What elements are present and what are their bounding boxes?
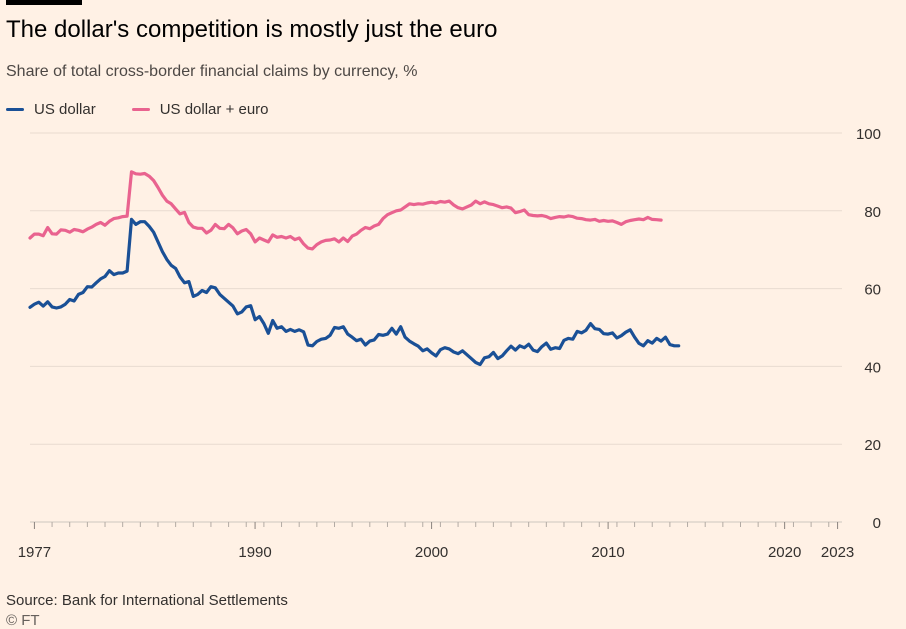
y-tick-label-80: 80 [864, 204, 881, 221]
legend-swatch-us-dollar [6, 108, 24, 111]
y-tick-label-100: 100 [856, 126, 881, 143]
legend-label-us-dollar-euro: US dollar + euro [159, 101, 269, 118]
line-chart: 0 20 40 60 80 100 1977 1990 2000 2010 2020 2023 [18, 126, 881, 561]
legend-item-us-dollar-euro: US dollar + euro [131, 101, 269, 118]
legend-label-us-dollar: US dollar [34, 101, 96, 118]
ft-accent-bar [6, 0, 82, 5]
legend-item-us-dollar: US dollar [6, 101, 96, 118]
y-tick-label-40: 40 [864, 359, 881, 376]
y-tick-label-60: 60 [864, 282, 881, 299]
x-tick-label-2010: 2010 [591, 544, 624, 561]
series-line-us-dollar [28, 217, 681, 367]
ft-credit: © FT [6, 612, 40, 629]
x-tick-label-1990: 1990 [238, 544, 271, 561]
legend: US dollar US dollar + euro [6, 101, 269, 118]
source-note: Source: Bank for International Settlemen… [6, 592, 288, 609]
x-tick-label-1977: 1977 [18, 544, 51, 561]
x-tick-label-2000: 2000 [415, 544, 448, 561]
legend-swatch-us-dollar-euro [131, 108, 150, 111]
x-tick-label-2023: 2023 [821, 544, 854, 561]
chart-title: The dollar's competition is mostly just … [6, 16, 498, 43]
x-tick-label-2020: 2020 [768, 544, 801, 561]
chart-subtitle: Share of total cross-border financial cl… [6, 63, 418, 80]
y-tick-label-0: 0 [873, 515, 881, 532]
y-tick-label-20: 20 [864, 437, 881, 454]
series-line-us-dollar-euro [28, 170, 663, 251]
